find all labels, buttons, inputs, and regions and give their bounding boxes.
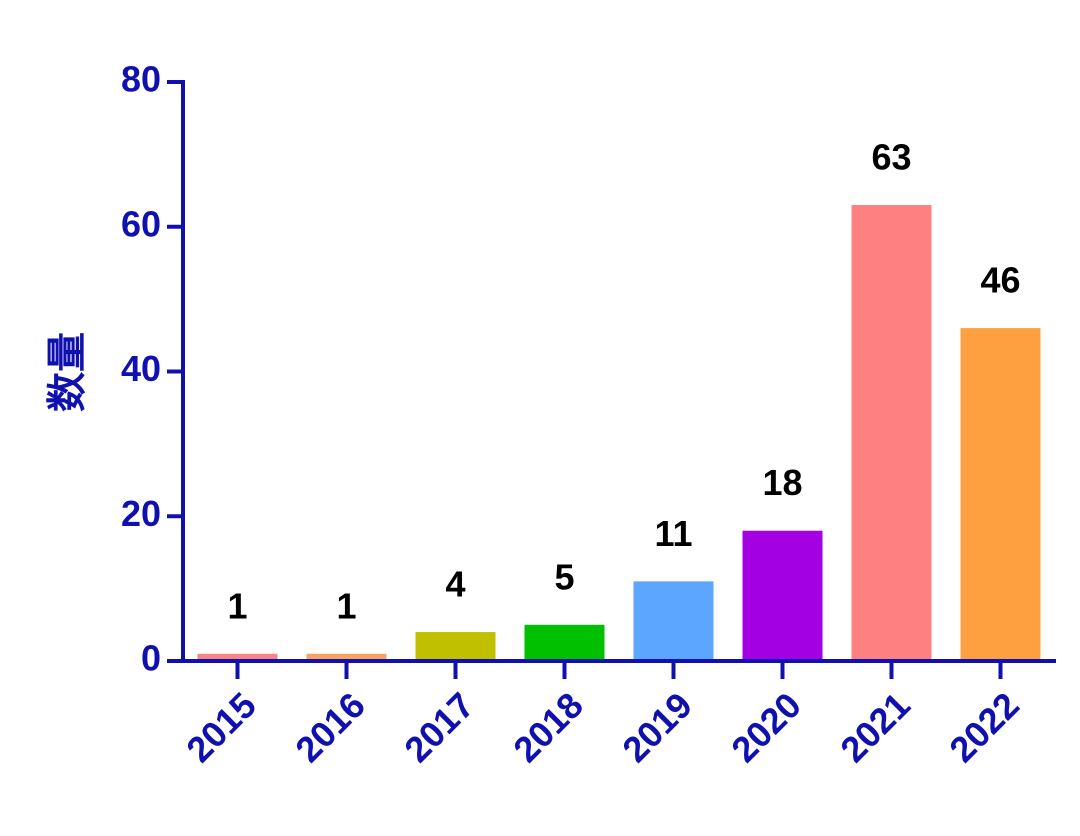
- bar: [415, 632, 496, 659]
- data-label: 5: [554, 556, 574, 597]
- data-label: 46: [980, 260, 1020, 301]
- y-tick-label: 20: [121, 493, 161, 534]
- bar: [524, 624, 605, 659]
- data-label: 4: [445, 564, 465, 605]
- y-axis-label: 数量: [46, 332, 90, 412]
- data-label: 1: [336, 585, 356, 626]
- bar: [306, 653, 387, 659]
- x-tick-label: 2015: [178, 684, 264, 770]
- y-tick-label: 0: [141, 638, 161, 679]
- x-tick-label: 2022: [941, 684, 1027, 770]
- y-tick-label: 60: [121, 203, 161, 244]
- data-label: 1: [227, 585, 247, 626]
- y-tick-label: 40: [121, 348, 161, 389]
- x-tick-label: 2020: [723, 684, 809, 770]
- x-tick-label: 2021: [832, 684, 918, 770]
- x-tick-label: 2019: [614, 684, 700, 770]
- bar: [742, 530, 823, 659]
- data-label: 18: [762, 462, 802, 503]
- bar: [960, 328, 1041, 659]
- data-label: 63: [871, 137, 911, 178]
- bar: [633, 581, 714, 659]
- bar: [197, 653, 278, 659]
- y-tick-label: 80: [121, 59, 161, 100]
- data-label: 11: [654, 513, 692, 554]
- x-tick-label: 2017: [396, 684, 482, 770]
- x-tick-label: 2018: [505, 684, 591, 770]
- x-tick-label: 2016: [287, 684, 373, 770]
- bar: [851, 205, 932, 659]
